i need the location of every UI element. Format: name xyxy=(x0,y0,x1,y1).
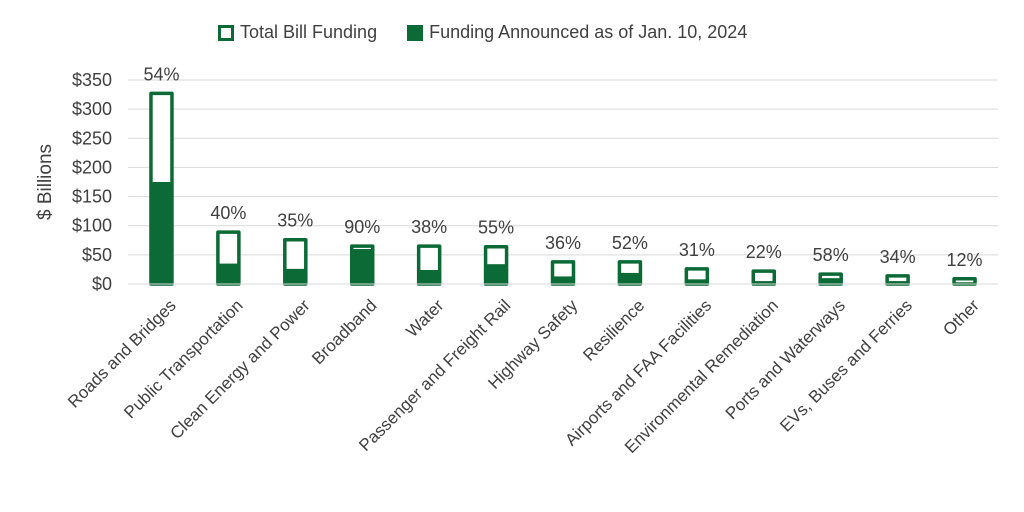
data-label: 38% xyxy=(411,217,447,237)
y-tick-label: $200 xyxy=(72,157,112,177)
data-label: 31% xyxy=(679,240,715,260)
legend-label-total: Total Bill Funding xyxy=(240,22,378,42)
bar-funding-announced xyxy=(284,268,306,284)
bar-funding-announced xyxy=(619,272,641,284)
data-label: 58% xyxy=(813,245,849,265)
data-label: 34% xyxy=(880,247,916,267)
data-label: 54% xyxy=(143,64,179,84)
data-label: 22% xyxy=(746,242,782,262)
y-axis: $0 $50 $100 $150 $200 $250 $300 $350 xyxy=(72,70,112,294)
bar-funding-announced xyxy=(753,281,775,284)
bar-funding-announced xyxy=(150,182,172,284)
legend-label-announced: Funding Announced as of Jan. 10, 2024 xyxy=(429,22,748,42)
x-tick-label: Broadband xyxy=(308,296,380,368)
bar-funding-announced xyxy=(552,276,574,284)
bar-funding-announced xyxy=(351,249,373,284)
legend-item-announced: Funding Announced as of Jan. 10, 2024 xyxy=(407,22,747,43)
y-axis-label: $ Billions xyxy=(35,144,56,220)
bar-total-bill-funding xyxy=(952,277,977,286)
bar-funding-announced xyxy=(820,278,842,284)
legend: Total Bill Funding Funding Announced as … xyxy=(218,22,747,43)
x-tick-label: Other xyxy=(939,296,983,340)
x-tick-label: Water xyxy=(402,296,447,341)
data-label: 12% xyxy=(947,250,983,270)
x-tick-label: Resilience xyxy=(579,296,648,365)
y-tick-label: $150 xyxy=(72,187,112,207)
legend-item-total: Total Bill Funding xyxy=(218,22,377,43)
y-tick-label: $350 xyxy=(72,70,112,90)
data-label: 36% xyxy=(545,233,581,253)
data-label: 90% xyxy=(344,217,380,237)
data-label: 52% xyxy=(612,233,648,253)
data-label: 55% xyxy=(478,218,514,238)
gridlines xyxy=(128,79,998,285)
y-tick-label: $100 xyxy=(72,216,112,236)
bar-funding-announced xyxy=(217,263,239,284)
bar-funding-announced xyxy=(418,270,440,284)
bar-funding-announced xyxy=(485,264,507,284)
x-tick-label: Ports and Waterways xyxy=(722,296,849,423)
y-tick-label: $0 xyxy=(92,274,112,294)
y-tick-label: $250 xyxy=(72,128,112,148)
legend-swatch-announced xyxy=(407,24,424,41)
data-label: 35% xyxy=(277,211,313,231)
x-tick-label: Clean Energy and Power xyxy=(167,296,314,443)
bar-funding-announced xyxy=(686,279,708,284)
x-tick-label: Public Transportation xyxy=(120,296,246,422)
bars: 54% 40% 35% 90% 38% 55% 36% 52% 31% 22% 58% 34% 12% xyxy=(143,64,983,286)
y-tick-label: $300 xyxy=(72,99,112,119)
bar-funding-announced xyxy=(887,281,909,284)
x-tick-label: Roads and Bridges xyxy=(64,296,180,412)
legend-swatch-total xyxy=(218,24,234,41)
data-label: 40% xyxy=(210,203,246,223)
y-tick-label: $50 xyxy=(82,245,112,265)
x-tick-label: EVs, Buses and Ferries xyxy=(776,296,916,436)
